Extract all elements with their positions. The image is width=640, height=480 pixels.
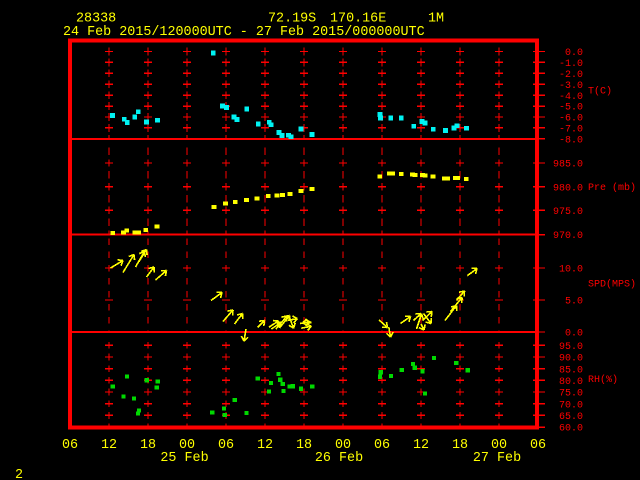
svg-text:24 Feb 2015/120000UTC - 27 Feb: 24 Feb 2015/120000UTC - 27 Feb 2015/0000… — [63, 25, 425, 40]
svg-text:70.0: 70.0 — [559, 400, 583, 411]
svg-text:18: 18 — [140, 438, 156, 453]
svg-text:0.0: 0.0 — [565, 329, 583, 340]
svg-text:970.0: 970.0 — [553, 231, 583, 242]
svg-text:25 Feb: 25 Feb — [160, 451, 208, 466]
svg-text:28338: 28338 — [76, 12, 116, 27]
svg-text:SPD(MPS): SPD(MPS) — [588, 279, 636, 291]
svg-text:-2.0: -2.0 — [559, 70, 583, 81]
svg-text:06: 06 — [62, 438, 78, 453]
svg-text:26 Feb: 26 Feb — [315, 451, 363, 466]
svg-text:06: 06 — [374, 438, 390, 453]
svg-text:-4.0: -4.0 — [559, 92, 583, 103]
svg-text:72.19S: 72.19S — [268, 12, 316, 27]
svg-text:95.0: 95.0 — [559, 342, 583, 353]
svg-text:75.0: 75.0 — [559, 389, 583, 400]
svg-text:975.0: 975.0 — [553, 207, 583, 218]
svg-text:06: 06 — [530, 438, 546, 453]
svg-text:60.0: 60.0 — [559, 424, 583, 435]
svg-text:12: 12 — [413, 438, 429, 453]
svg-text:T(C): T(C) — [588, 85, 612, 97]
svg-text:RH(%): RH(%) — [588, 374, 618, 386]
svg-text:10.0: 10.0 — [559, 265, 583, 276]
svg-text:00: 00 — [179, 438, 195, 453]
svg-text:12: 12 — [101, 438, 117, 453]
svg-text:85.0: 85.0 — [559, 365, 583, 376]
svg-text:00: 00 — [335, 438, 351, 453]
svg-text:27 Feb: 27 Feb — [473, 451, 521, 466]
svg-text:90.0: 90.0 — [559, 354, 583, 365]
svg-text:985.0: 985.0 — [553, 160, 583, 171]
svg-text:18: 18 — [296, 438, 312, 453]
svg-text:-5.0: -5.0 — [559, 103, 583, 114]
svg-text:65.0: 65.0 — [559, 412, 583, 423]
svg-text:1M: 1M — [428, 12, 444, 27]
svg-text:2: 2 — [15, 468, 23, 480]
svg-text:5.0: 5.0 — [565, 297, 583, 308]
svg-text:-7.0: -7.0 — [559, 125, 583, 136]
svg-text:18: 18 — [452, 438, 468, 453]
svg-text:0.0: 0.0 — [565, 48, 583, 59]
svg-text:06: 06 — [218, 438, 234, 453]
svg-text:-1.0: -1.0 — [559, 59, 583, 70]
svg-text:Pre (mb): Pre (mb) — [588, 182, 636, 194]
svg-text:00: 00 — [491, 438, 507, 453]
svg-text:-6.0: -6.0 — [559, 114, 583, 125]
svg-text:80.0: 80.0 — [559, 377, 583, 388]
svg-text:-8.0: -8.0 — [559, 135, 583, 146]
svg-text:170.16E: 170.16E — [330, 12, 386, 27]
svg-text:12: 12 — [257, 438, 273, 453]
svg-text:-3.0: -3.0 — [559, 81, 583, 92]
svg-text:980.0: 980.0 — [553, 183, 583, 194]
